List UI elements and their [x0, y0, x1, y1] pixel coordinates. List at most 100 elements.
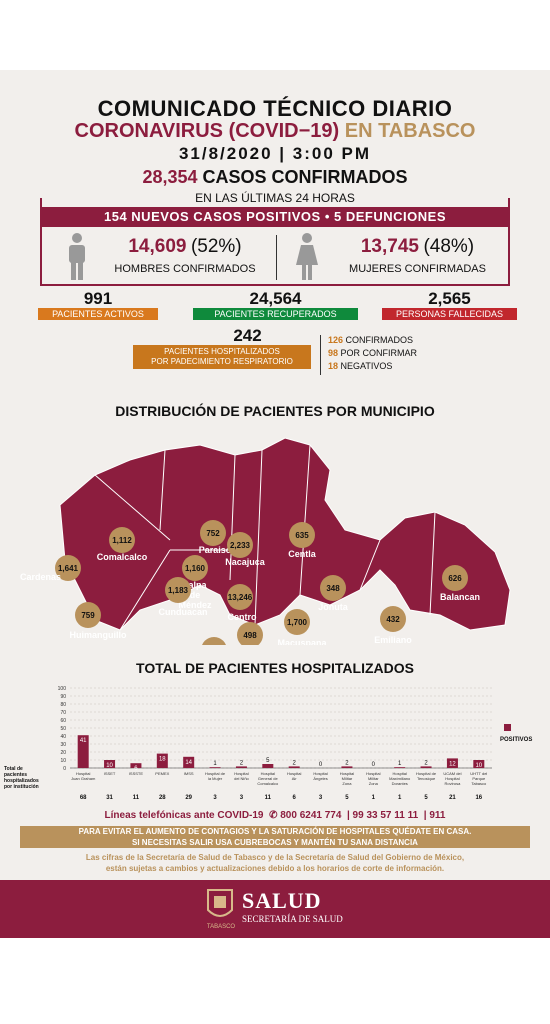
municipio-name: Centla	[288, 549, 317, 559]
municipio-value: 752	[206, 529, 220, 538]
page-title: COMUNICADO TÉCNICO DIARIO	[97, 96, 453, 121]
x-tick-label: Parque	[472, 776, 486, 781]
municipio-name: Jalpa	[183, 580, 207, 590]
totals-label: por institución	[4, 784, 39, 790]
hosp-negative-label: NEGATIVOS	[340, 361, 393, 371]
x-tick-label: Hospital	[287, 771, 302, 776]
bar-value-label: 0	[372, 762, 376, 768]
infographic: COMUNICADO TÉCNICO DIARIO CORONAVIRUS (C…	[0, 70, 550, 938]
municipio-bubble	[289, 522, 315, 548]
bar-value-label: 1	[213, 761, 217, 767]
institution-total: 31	[106, 795, 113, 801]
x-tick-label: Tenosique	[417, 776, 436, 781]
active-count: 991	[83, 289, 113, 308]
bar-value-label: 10	[475, 763, 482, 769]
hospital-bar	[473, 760, 485, 768]
active-label: PACIENTES ACTIVOS	[38, 308, 158, 320]
seal-label: TABASCO	[206, 924, 236, 930]
municipio-name: Cunduacan	[158, 607, 207, 617]
municipio-value: 1,700	[287, 618, 308, 627]
women-count: 13,745	[360, 236, 419, 257]
y-tick-label: 10	[60, 758, 66, 764]
municipio-value: 759	[81, 611, 95, 620]
hospital-chart-title: TOTAL DE PACIENTES HOSPITALIZADOS	[136, 660, 414, 676]
municipio-name: de	[190, 590, 201, 600]
hosp-confirmed-label: CONFIRMADOS	[345, 335, 414, 345]
men-count: 14,609	[128, 236, 187, 257]
x-tick-label: Maximiliano	[389, 776, 411, 781]
totals-label: hospitalizados	[4, 778, 39, 784]
institution-total: 3	[240, 795, 244, 801]
municipio-name: Méndez	[178, 600, 212, 610]
hosp-pending: 98	[328, 348, 339, 358]
municipio-name: Huimanguillo	[70, 630, 127, 640]
confirmed-label: CASOS CONFIRMADOS	[202, 167, 408, 187]
bar-value-label: 2	[345, 760, 349, 766]
divider	[276, 235, 277, 280]
institution-total: 5	[424, 795, 428, 801]
hosp-pending-label: POR CONFIRMAR	[340, 348, 418, 358]
women-stat: 13,745 (48%)	[330, 236, 505, 258]
deceased-count: 2,565	[428, 289, 471, 308]
municipio-bubble	[237, 622, 263, 645]
prevention-msg-1: PARA EVITAR EL AUMENTO DE CONTAGIOS Y LA…	[78, 827, 472, 836]
hosp-count: 242	[233, 326, 262, 345]
tabasco-seal-icon	[207, 889, 233, 917]
hosp-label-1: PACIENTES HOSPITALIZADOS	[164, 347, 280, 356]
confirmed-box	[40, 198, 510, 286]
x-tick-label: del Niño	[234, 776, 249, 781]
hospital-bar	[288, 766, 300, 768]
deceased-label: PERSONAS FALLECIDAS	[382, 308, 517, 320]
phone-2[interactable]: 99 33 57 11 11	[352, 810, 419, 821]
x-tick-label: Rovirosa	[445, 781, 462, 786]
hosp-confirmed: 126	[328, 335, 344, 345]
institution-total: 1	[372, 795, 376, 801]
new-cases-bar: 154 NUEVOS CASOS POSITIVOS • 5 DEFUNCION…	[40, 207, 510, 227]
municipio-value: 1,112	[112, 536, 132, 545]
report-date: 31/8/2020 | 3:00 PM	[178, 144, 372, 163]
brand-sub: SECRETARÍA DE SALUD	[242, 914, 343, 924]
last-24h-label: EN LAS ÚLTIMAS 24 HORAS	[195, 191, 355, 205]
confirmed-headline: 28,354 CASOS CONFIRMADOS	[0, 167, 550, 188]
municipio-name: Jonuta	[318, 602, 348, 612]
y-tick-label: 80	[60, 702, 66, 708]
hospital-bar	[104, 760, 116, 768]
hospital-bar	[446, 758, 458, 768]
municipio-value: 432	[386, 615, 400, 624]
brand-name: SALUD	[242, 888, 322, 913]
y-tick-label: 40	[60, 734, 66, 740]
phone-line: Líneas telefónicas ante COVID-19 ✆ 800 6…	[104, 810, 446, 821]
x-tick-label: UHTT del	[470, 771, 487, 776]
hospital-bar	[77, 735, 89, 768]
disclaimer-2: están sujetas a cambios y actualizacione…	[105, 864, 445, 873]
municipio-bubble	[442, 565, 468, 591]
municipio-bubble	[380, 606, 406, 632]
x-tick-label: General de	[258, 776, 279, 781]
women-pct: (48%)	[423, 236, 475, 257]
municipio-name: Cardenas	[20, 572, 61, 582]
phone-3[interactable]: 911	[429, 810, 446, 821]
map-title: DISTRIBUCIÓN DE PACIENTES POR MUNICIPIO	[115, 403, 435, 419]
recovered-label: PACIENTES RECUPERADOS	[193, 308, 358, 320]
hosp-negative: 18	[328, 361, 339, 371]
municipio-name: Nacajuca	[225, 557, 266, 567]
man-icon	[69, 233, 85, 280]
institution-total: 11	[265, 795, 272, 801]
phone-1[interactable]: 800 6241 774	[280, 810, 342, 821]
bar-value-label: 12	[449, 761, 456, 767]
municipio-bubble	[109, 527, 135, 553]
subtitle-covid: CORONAVIRUS (COVID−19)	[74, 120, 340, 142]
municipio-value: 348	[326, 584, 340, 593]
bar-value-label: 5	[266, 758, 270, 764]
x-tick-label: Hospital de	[205, 771, 226, 776]
municipio-name: Paraiso	[199, 545, 232, 555]
confirmed-total: 28,354	[142, 167, 198, 187]
disclaimer: Las cifras de la Secretaría de Salud de …	[10, 852, 540, 874]
y-tick-label: 90	[60, 694, 66, 700]
institution-total: 16	[475, 795, 482, 801]
y-tick-label: 60	[60, 718, 66, 724]
institution-total: 11	[133, 795, 140, 801]
new-deaths: 5 DEFUNCIONES	[334, 209, 446, 224]
municipio-name: Centro	[228, 612, 258, 622]
hospital-bar	[262, 764, 274, 768]
